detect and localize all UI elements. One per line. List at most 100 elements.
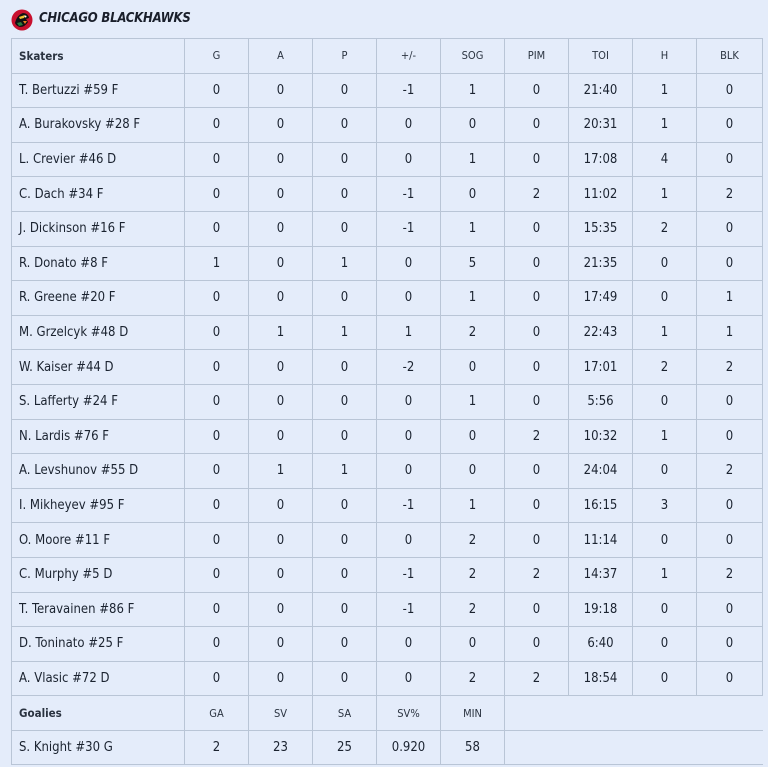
skater-row: J. Dickinson #16 F 0 0 0 -1 1 0 15:35 2 0 [11, 210, 763, 247]
stat-cell: 0 [312, 107, 377, 143]
stat-cell: 0 [248, 487, 313, 524]
stat-cell: 0 [312, 210, 377, 247]
stat-cell: 0 [632, 591, 697, 628]
stat-cell: 0 [248, 383, 313, 420]
skaters-header: Skaters [11, 38, 185, 74]
stat-cell: 10:32 [568, 418, 633, 455]
stat-cell: 0 [632, 660, 697, 697]
stat-cell: 1 [440, 383, 505, 420]
col-header-sv: SV [248, 695, 313, 731]
stat-cell: -1 [376, 176, 441, 212]
stat-cell: 0 [248, 141, 313, 178]
stat-cell: 1 [632, 314, 697, 351]
col-header-toi: TOI [568, 38, 633, 74]
col-header-p: P [312, 38, 377, 74]
stat-cell: 0 [696, 660, 763, 697]
col-header-a: A [248, 38, 313, 74]
stat-cell: 0 [312, 660, 377, 697]
stat-cell: 3 [632, 487, 697, 524]
player-name: J. Dickinson #16 F [11, 210, 185, 247]
stat-cell: 0 [184, 487, 249, 524]
stat-cell: 0 [696, 487, 763, 524]
stat-cell: 18:54 [568, 660, 633, 697]
stat-cell: 14:37 [568, 556, 633, 593]
stat-cell: 0 [504, 591, 569, 628]
stat-cell: 0 [376, 660, 441, 697]
stat-cell: 11:14 [568, 522, 633, 558]
stat-cell: 0 [696, 591, 763, 628]
stat-cell: 25 [312, 729, 377, 766]
stat-cell: 0 [312, 72, 377, 109]
player-name: L. Crevier #46 D [11, 141, 185, 178]
stat-cell: 22:43 [568, 314, 633, 351]
col-header-blk: BLK [696, 38, 763, 74]
stat-cell: 0 [184, 210, 249, 247]
skater-row: O. Moore #11 F 0 0 0 0 2 0 11:14 0 0 [11, 522, 763, 558]
stat-cell: 0 [376, 453, 441, 489]
skater-row: W. Kaiser #44 D 0 0 0 -2 0 0 17:01 2 2 [11, 349, 763, 385]
skater-row: C. Murphy #5 D 0 0 0 -1 2 2 14:37 1 2 [11, 556, 763, 593]
stat-cell: 0 [504, 210, 569, 247]
stat-cell: 17:49 [568, 280, 633, 316]
stat-cell: 58 [440, 729, 505, 766]
stat-cell: 0 [184, 107, 249, 143]
stat-cell: 0 [440, 453, 505, 489]
stat-cell: 0 [696, 522, 763, 558]
stat-cell: 0 [312, 141, 377, 178]
stat-cell: 0 [184, 72, 249, 109]
stat-cell: 0 [248, 626, 313, 662]
col-header-ga: GA [184, 695, 249, 731]
stat-cell: 0 [504, 280, 569, 316]
col-header-plus-minus: +/- [376, 38, 441, 74]
player-name: R. Greene #20 F [11, 280, 185, 316]
stat-cell: 0 [248, 245, 313, 282]
stat-cell: 23 [248, 729, 313, 766]
stat-cell: 1 [632, 418, 697, 455]
stat-cell: 2 [440, 660, 505, 697]
stat-cell: 0 [632, 245, 697, 282]
stat-cell: 0 [184, 176, 249, 212]
stat-cell: 19:18 [568, 591, 633, 628]
stat-cell: 2 [440, 591, 505, 628]
stat-cell: 0 [696, 626, 763, 662]
stat-cell: 0 [248, 72, 313, 109]
stat-cell: 0 [184, 660, 249, 697]
stat-cell: 0 [248, 280, 313, 316]
skater-row: I. Mikheyev #95 F 0 0 0 -1 1 0 16:15 3 0 [11, 487, 763, 524]
player-name: W. Kaiser #44 D [11, 349, 185, 385]
stat-cell: 1 [632, 72, 697, 109]
stat-cell: 2 [696, 176, 763, 212]
stat-cell: 2 [632, 349, 697, 385]
stat-cell: -1 [376, 210, 441, 247]
stat-cell: 0 [504, 626, 569, 662]
stat-cell: 11:02 [568, 176, 633, 212]
stat-cell: 0 [312, 176, 377, 212]
stat-cell: 0 [376, 418, 441, 455]
stat-cell: 16:15 [568, 487, 633, 524]
player-name: D. Toninato #25 F [11, 626, 185, 662]
stat-cell: 0 [184, 383, 249, 420]
stat-cell: 0 [312, 349, 377, 385]
stat-cell: 1 [696, 280, 763, 316]
stat-cell: 2 [696, 556, 763, 593]
skater-row: R. Greene #20 F 0 0 0 0 1 0 17:49 0 1 [11, 280, 763, 316]
stat-cell: 21:35 [568, 245, 633, 282]
stat-cell: 0 [504, 522, 569, 558]
stat-cell: 0 [504, 72, 569, 109]
stat-cell: 0 [376, 522, 441, 558]
stat-cell: 0 [696, 245, 763, 282]
stat-cell: 0 [440, 626, 505, 662]
stat-cell: 0 [504, 487, 569, 524]
stat-cell: 21:40 [568, 72, 633, 109]
skater-row: R. Donato #8 F 1 0 1 0 5 0 21:35 0 0 [11, 245, 763, 282]
stat-cell: 15:35 [568, 210, 633, 247]
stat-cell: 2 [504, 660, 569, 697]
player-name: O. Moore #11 F [11, 522, 185, 558]
stat-cell: 1 [248, 314, 313, 351]
stat-cell: 1 [632, 107, 697, 143]
stat-cell: 2 [440, 556, 505, 593]
player-name: C. Murphy #5 D [11, 556, 185, 593]
skaters-header-row: Skaters G A P +/- SOG PIM TOI H BLK [11, 38, 763, 74]
stat-cell: 1 [632, 176, 697, 212]
stat-cell: 0 [248, 418, 313, 455]
